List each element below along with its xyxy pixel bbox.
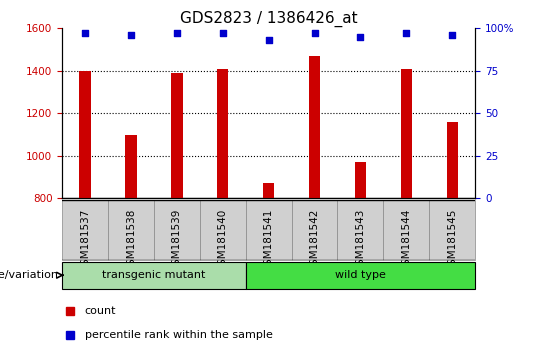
Point bbox=[310, 30, 319, 36]
Point bbox=[126, 32, 135, 38]
Bar bbox=[62, 262, 246, 289]
Bar bbox=[171, 73, 183, 198]
Title: GDS2823 / 1386426_at: GDS2823 / 1386426_at bbox=[180, 11, 357, 27]
Bar bbox=[383, 200, 429, 260]
Bar bbox=[246, 200, 292, 260]
Bar bbox=[338, 200, 383, 260]
Point bbox=[356, 34, 365, 40]
Bar bbox=[108, 200, 154, 260]
Bar bbox=[246, 262, 475, 289]
Text: count: count bbox=[85, 306, 116, 316]
Text: GSM181544: GSM181544 bbox=[401, 209, 411, 273]
Bar bbox=[79, 71, 91, 198]
Bar bbox=[355, 162, 366, 198]
Text: GSM181541: GSM181541 bbox=[264, 209, 274, 273]
Point bbox=[402, 30, 410, 36]
Bar bbox=[292, 200, 338, 260]
Text: GSM181540: GSM181540 bbox=[218, 209, 228, 272]
Bar bbox=[447, 122, 458, 198]
Point bbox=[448, 32, 456, 38]
Bar bbox=[200, 200, 246, 260]
Text: GSM181542: GSM181542 bbox=[309, 209, 320, 273]
Point bbox=[81, 30, 90, 36]
Text: GSM181537: GSM181537 bbox=[80, 209, 90, 273]
Text: GSM181543: GSM181543 bbox=[355, 209, 366, 273]
Bar bbox=[429, 200, 475, 260]
Bar bbox=[125, 135, 137, 198]
Text: percentile rank within the sample: percentile rank within the sample bbox=[85, 330, 273, 339]
Bar bbox=[217, 69, 228, 198]
Bar bbox=[62, 200, 108, 260]
Text: GSM181539: GSM181539 bbox=[172, 209, 182, 273]
Text: GSM181538: GSM181538 bbox=[126, 209, 136, 273]
Text: wild type: wild type bbox=[335, 270, 386, 280]
Text: GSM181545: GSM181545 bbox=[447, 209, 457, 273]
Bar bbox=[263, 183, 274, 198]
Point bbox=[172, 30, 181, 36]
Bar bbox=[401, 69, 412, 198]
Bar bbox=[154, 200, 200, 260]
Point bbox=[218, 30, 227, 36]
Text: transgenic mutant: transgenic mutant bbox=[102, 270, 206, 280]
Point bbox=[265, 38, 273, 43]
Text: genotype/variation: genotype/variation bbox=[0, 270, 58, 280]
Bar bbox=[309, 56, 320, 198]
